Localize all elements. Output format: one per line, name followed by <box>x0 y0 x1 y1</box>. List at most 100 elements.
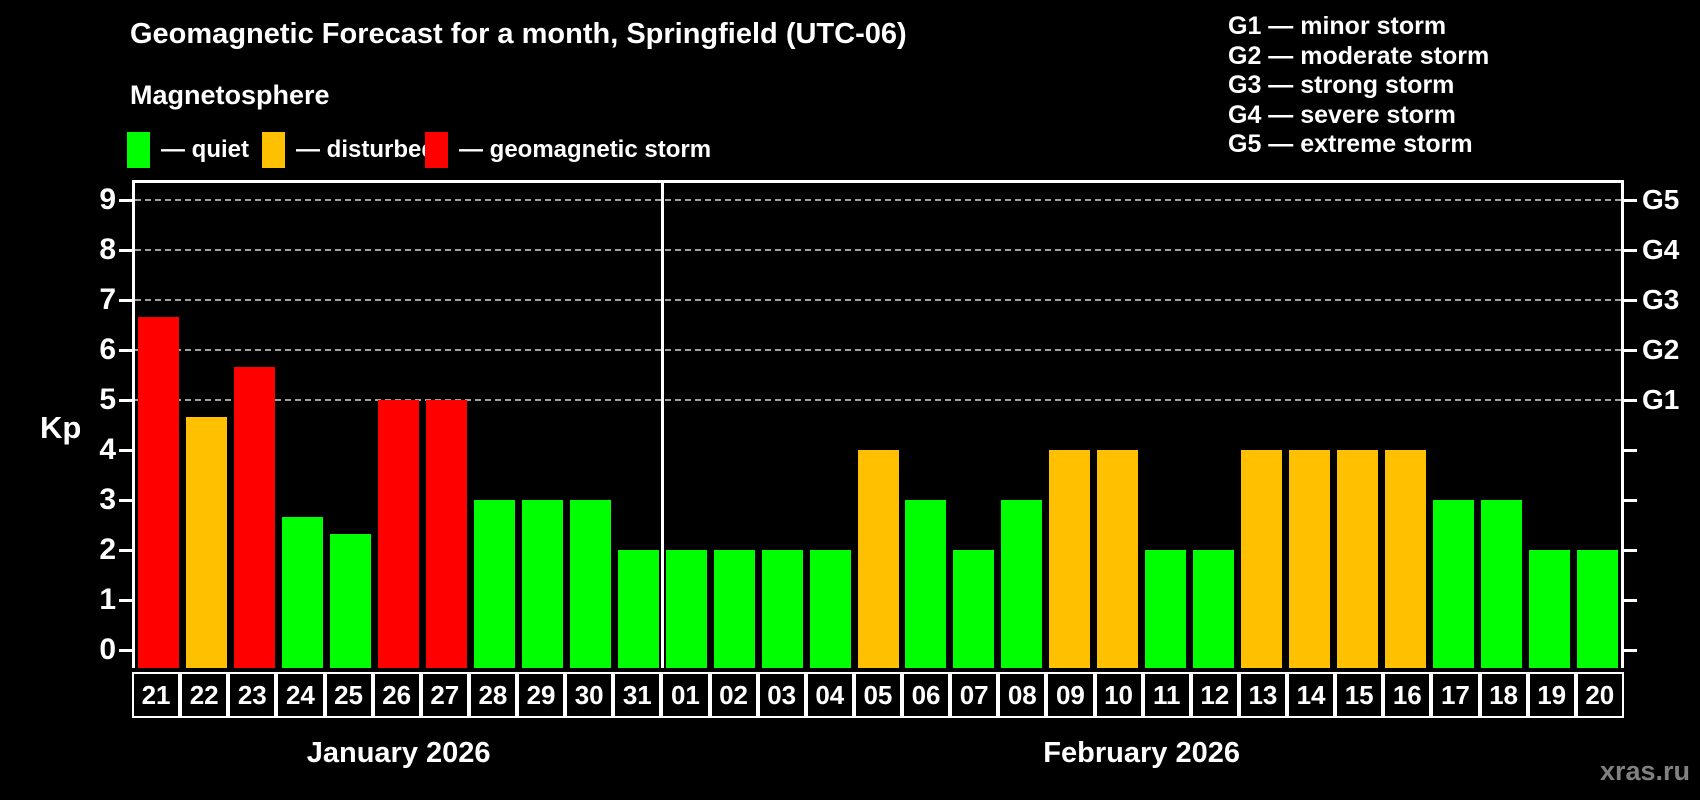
right-axis-label-g1: G1 <box>1642 384 1680 415</box>
day-label-23: 23 <box>228 672 277 718</box>
kp-bar-day-15 <box>1336 450 1378 668</box>
month-label: January 2026 <box>306 737 491 769</box>
y-tick-label-1: 1 <box>99 583 116 616</box>
kp-bar-day-07 <box>953 550 995 668</box>
day-label-18: 18 <box>1479 672 1528 718</box>
y-axis-title: Kp <box>40 410 82 445</box>
gridline-kp-5 <box>135 399 1621 401</box>
day-label-15: 15 <box>1335 672 1384 718</box>
kp-bar-day-27 <box>426 400 468 668</box>
day-label-17: 17 <box>1431 672 1480 718</box>
y-tick-8 <box>119 248 132 252</box>
chart-subtitle: Magnetosphere <box>130 80 330 110</box>
g-legend-line: G5 — extreme storm <box>1228 130 1473 158</box>
day-label-08: 08 <box>998 672 1047 718</box>
day-label-01: 01 <box>661 672 710 718</box>
y-tick-5 <box>119 398 132 402</box>
kp-bar-day-17 <box>1432 500 1474 668</box>
month-label: February 2026 <box>1043 737 1240 769</box>
day-label-09: 09 <box>1046 672 1095 718</box>
kp-bar-day-19 <box>1528 550 1570 668</box>
gridline-kp-8 <box>135 249 1621 251</box>
day-label-25: 25 <box>324 672 373 718</box>
y-tick-label-0: 0 <box>99 633 116 666</box>
y-tick-7 <box>119 298 132 302</box>
kp-bar-day-02 <box>713 550 755 668</box>
day-label-11: 11 <box>1142 672 1191 718</box>
kp-bar-day-28 <box>474 500 516 668</box>
kp-bar-day-14 <box>1288 450 1330 668</box>
g-legend-line: G4 — severe storm <box>1228 100 1456 129</box>
day-label-16: 16 <box>1383 672 1432 718</box>
kp-bar-day-03 <box>761 550 803 668</box>
kp-bar-day-18 <box>1480 500 1522 668</box>
day-label-29: 29 <box>517 672 566 718</box>
right-axis-label-g3: G3 <box>1642 284 1680 315</box>
legend-item-quiet: — quiet <box>127 128 249 172</box>
right-axis-label-g2: G2 <box>1642 334 1680 365</box>
kp-bar-day-29 <box>521 500 563 668</box>
kp-bar-day-06 <box>905 500 947 668</box>
y-tick-label-7: 7 <box>99 283 116 316</box>
x-axis-day-labels: 21 22 23 24 25 26 27 28 29 30 31 01 02 03 04 05 06 07 08 09… <box>132 672 1624 718</box>
gridline-kp-7 <box>135 299 1621 301</box>
right-tick-7 <box>1624 298 1637 302</box>
right-tick-9 <box>1624 198 1637 202</box>
y-tick-0 <box>119 648 132 652</box>
day-label-28: 28 <box>468 672 517 718</box>
kp-bar-day-25 <box>330 533 372 668</box>
gridline-kp-6 <box>135 349 1621 351</box>
kp-bar-day-04 <box>809 550 851 668</box>
right-axis-label-g5: G5 <box>1642 184 1680 215</box>
day-label-22: 22 <box>180 672 229 718</box>
legend-item-disturbed: — disturbed <box>262 128 436 172</box>
y-tick-label-2: 2 <box>99 533 116 566</box>
day-label-03: 03 <box>757 672 806 718</box>
y-tick-label-9: 9 <box>99 183 116 216</box>
y-tick-9 <box>119 198 132 202</box>
kp-bar-day-21 <box>138 316 180 668</box>
kp-bar-day-13 <box>1240 450 1282 668</box>
legend-swatch-quiet <box>127 132 150 168</box>
y-tick-label-4: 4 <box>99 433 116 466</box>
kp-bar-day-23 <box>234 366 276 668</box>
y-tick-label-6: 6 <box>99 333 116 366</box>
day-label-13: 13 <box>1238 672 1287 718</box>
legend-swatch-storm <box>425 132 448 168</box>
legend-label-disturbed: — disturbed <box>296 136 437 163</box>
kp-bar-day-05 <box>857 450 899 668</box>
day-label-07: 07 <box>950 672 999 718</box>
right-tick-8 <box>1624 248 1637 252</box>
right-tick-3 <box>1624 498 1637 502</box>
day-label-14: 14 <box>1287 672 1336 718</box>
day-label-06: 06 <box>902 672 951 718</box>
right-tick-2 <box>1624 548 1637 552</box>
right-tick-1 <box>1624 598 1637 602</box>
month-separator-line <box>660 183 664 668</box>
day-label-04: 04 <box>805 672 854 718</box>
right-tick-0 <box>1624 648 1637 652</box>
kp-bar-day-26 <box>378 400 420 668</box>
day-label-19: 19 <box>1527 672 1576 718</box>
chart-title: Geomagnetic Forecast for a month, Spring… <box>130 18 907 50</box>
day-label-10: 10 <box>1094 672 1143 718</box>
kp-bar-day-01 <box>665 550 707 668</box>
g-legend-line: G2 — moderate storm <box>1228 41 1490 70</box>
kp-bar-day-08 <box>1001 500 1043 668</box>
right-tick-5 <box>1624 398 1637 402</box>
g-scale-legend: G1 — minor storm G2 — moderate storm G3 — … <box>1228 12 1489 160</box>
legend-item-storm: — geomagnetic storm <box>425 128 711 172</box>
g-legend-line: G3 — strong storm <box>1228 71 1455 99</box>
day-label-30: 30 <box>565 672 614 718</box>
y-tick-label-8: 8 <box>99 233 116 266</box>
day-label-31: 31 <box>613 672 662 718</box>
kp-bar-day-20 <box>1576 550 1618 668</box>
day-label-02: 02 <box>709 672 758 718</box>
right-tick-6 <box>1624 348 1637 352</box>
kp-bar-day-12 <box>1193 550 1235 668</box>
y-tick-1 <box>119 598 132 602</box>
day-label-05: 05 <box>853 672 902 718</box>
day-label-26: 26 <box>372 672 421 718</box>
kp-bar-day-11 <box>1145 550 1187 668</box>
